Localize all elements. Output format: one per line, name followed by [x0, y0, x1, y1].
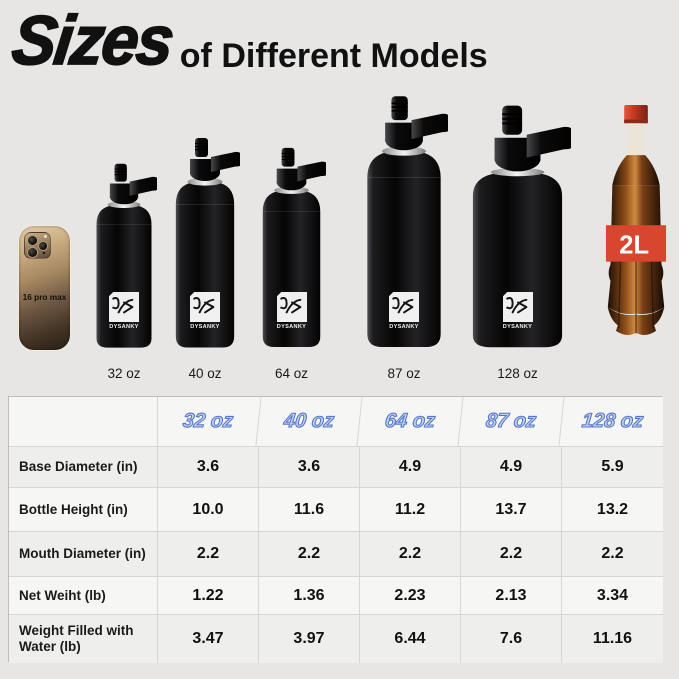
svg-text:2L: 2L	[619, 231, 649, 259]
